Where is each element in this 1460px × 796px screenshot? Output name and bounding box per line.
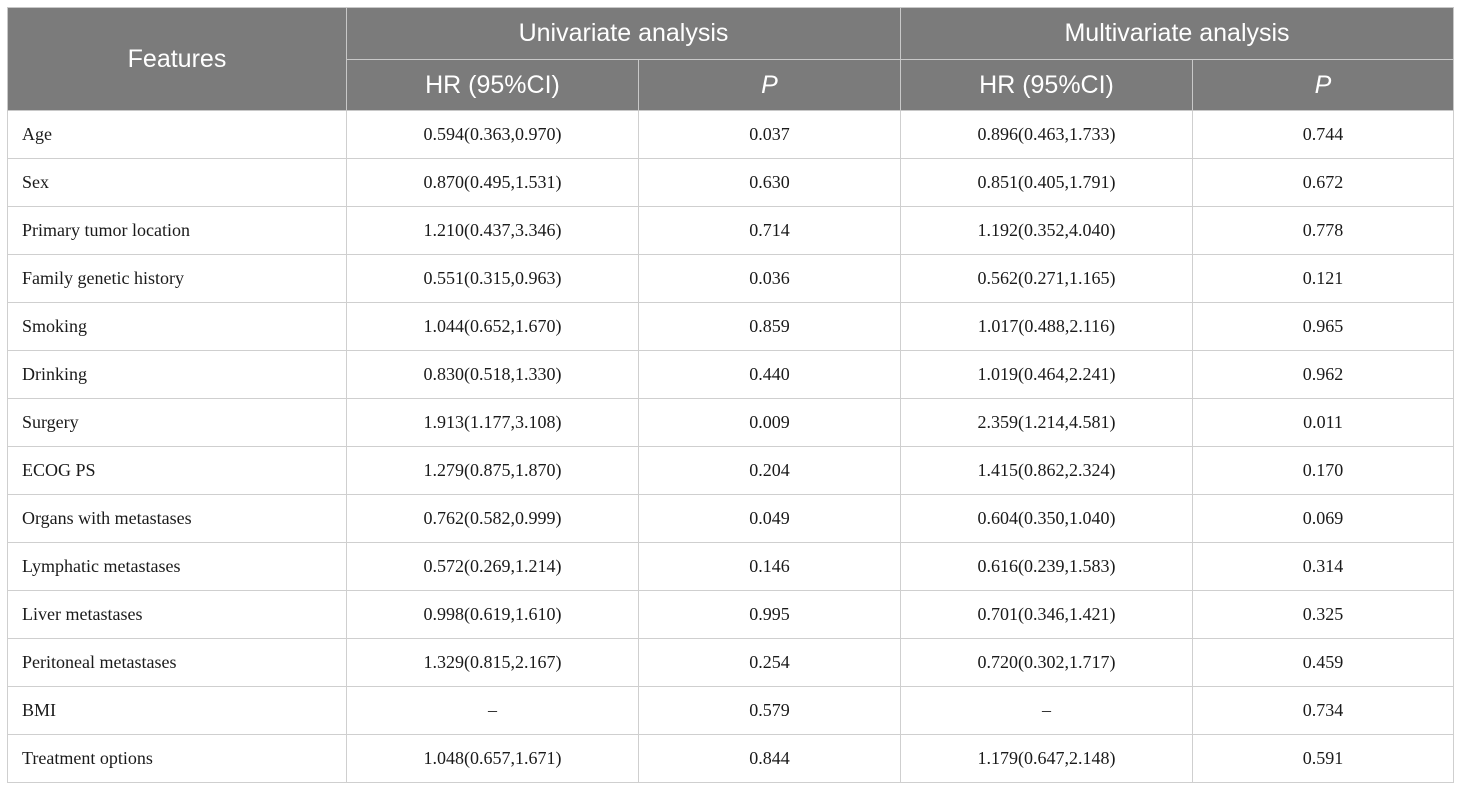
cell-feature: Drinking	[7, 350, 347, 399]
cell-univariate-hr: 0.870(0.495,1.531)	[346, 158, 639, 207]
cell-multivariate-p: 0.778	[1192, 206, 1455, 255]
cell-feature: Treatment options	[7, 734, 347, 783]
cell-univariate-p: 0.204	[637, 446, 902, 495]
cell-multivariate-p: 0.591	[1192, 734, 1455, 783]
cell-feature: Liver metastases	[7, 590, 347, 639]
cell-feature: Age	[7, 110, 347, 159]
table-row: Smoking 1.044(0.652,1.670) 0.859 1.017(0.48…	[7, 302, 1455, 351]
table-row: Surgery 1.913(1.177,3.108) 0.009 2.359(1.21…	[7, 398, 1455, 447]
cell-univariate-p: 0.049	[637, 494, 902, 543]
table-body: Age 0.594(0.363,0.970) 0.037 0.896(0.463,1.…	[7, 110, 1455, 783]
table-row: ECOG PS 1.279(0.875,1.870) 0.204 1.415(0.86…	[7, 446, 1455, 495]
cell-multivariate-p: 0.734	[1192, 686, 1455, 735]
header-univariate-hr: HR (95%CI)	[346, 59, 639, 111]
header-features: Features	[7, 7, 347, 111]
cell-univariate-p: 0.440	[637, 350, 902, 399]
cell-univariate-hr: –	[346, 686, 639, 735]
cell-multivariate-hr: 0.616(0.239,1.583)	[900, 542, 1194, 591]
cell-feature: Family genetic history	[7, 254, 347, 303]
cell-univariate-p: 0.037	[637, 110, 902, 159]
cell-univariate-p: 0.036	[637, 254, 902, 303]
cell-multivariate-hr: 0.851(0.405,1.791)	[900, 158, 1194, 207]
cell-univariate-hr: 1.210(0.437,3.346)	[346, 206, 639, 255]
cell-univariate-hr: 1.044(0.652,1.670)	[346, 302, 639, 351]
cell-univariate-p: 0.146	[637, 542, 902, 591]
cell-multivariate-p: 0.459	[1192, 638, 1455, 687]
cell-multivariate-p: 0.744	[1192, 110, 1455, 159]
cell-univariate-hr: 0.594(0.363,0.970)	[346, 110, 639, 159]
cell-univariate-hr: 0.830(0.518,1.330)	[346, 350, 639, 399]
cell-multivariate-hr: –	[900, 686, 1194, 735]
cell-multivariate-p: 0.325	[1192, 590, 1455, 639]
cell-multivariate-hr: 1.192(0.352,4.040)	[900, 206, 1194, 255]
cell-multivariate-p: 0.314	[1192, 542, 1455, 591]
cell-univariate-p: 0.995	[637, 590, 902, 639]
cell-univariate-p: 0.859	[637, 302, 902, 351]
table-row: Age 0.594(0.363,0.970) 0.037 0.896(0.463,1.…	[7, 110, 1455, 159]
cell-feature: BMI	[7, 686, 347, 735]
cell-multivariate-p: 0.069	[1192, 494, 1455, 543]
cell-multivariate-p: 0.121	[1192, 254, 1455, 303]
table-row: Liver metastases 0.998(0.619,1.610) 0.995 0…	[7, 590, 1455, 639]
cell-feature: Sex	[7, 158, 347, 207]
cell-univariate-p: 0.844	[637, 734, 902, 783]
cell-univariate-p: 0.714	[637, 206, 902, 255]
table-row: Treatment options 1.048(0.657,1.671) 0.844…	[7, 734, 1455, 783]
cell-multivariate-hr: 1.019(0.464,2.241)	[900, 350, 1194, 399]
cell-univariate-hr: 0.572(0.269,1.214)	[346, 542, 639, 591]
cell-feature: Organs with metastases	[7, 494, 347, 543]
cell-univariate-p: 0.009	[637, 398, 902, 447]
cell-feature: Peritoneal metastases	[7, 638, 347, 687]
table-container: Features Univariate analysis Multivariat…	[7, 7, 1455, 783]
table-row: Peritoneal metastases 1.329(0.815,2.167) 0…	[7, 638, 1455, 687]
cell-multivariate-p: 0.965	[1192, 302, 1455, 351]
table-row: Lymphatic metastases 0.572(0.269,1.214) 0.…	[7, 542, 1455, 591]
cell-univariate-hr: 1.279(0.875,1.870)	[346, 446, 639, 495]
cell-multivariate-p: 0.962	[1192, 350, 1455, 399]
header-univariate-p: P	[637, 59, 902, 111]
cell-multivariate-hr: 0.720(0.302,1.717)	[900, 638, 1194, 687]
cell-univariate-hr: 1.048(0.657,1.671)	[346, 734, 639, 783]
cell-univariate-hr: 1.913(1.177,3.108)	[346, 398, 639, 447]
table-row: Primary tumor location 1.210(0.437,3.346)…	[7, 206, 1455, 255]
cell-univariate-hr: 0.998(0.619,1.610)	[346, 590, 639, 639]
header-multivariate: Multivariate analysis	[900, 7, 1455, 60]
cell-multivariate-hr: 0.701(0.346,1.421)	[900, 590, 1194, 639]
cell-multivariate-p: 0.170	[1192, 446, 1455, 495]
cell-univariate-p: 0.630	[637, 158, 902, 207]
table-header: Features Univariate analysis Multivariat…	[7, 7, 1455, 111]
table-row: Organs with metastases 0.762(0.582,0.999)…	[7, 494, 1455, 543]
header-multivariate-hr: HR (95%CI)	[900, 59, 1194, 111]
cell-multivariate-hr: 0.604(0.350,1.040)	[900, 494, 1194, 543]
cell-multivariate-hr: 2.359(1.214,4.581)	[900, 398, 1194, 447]
cell-multivariate-p: 0.672	[1192, 158, 1455, 207]
cell-feature: Primary tumor location	[7, 206, 347, 255]
table-row: BMI –0.579–0.734	[7, 686, 1455, 735]
table-row: Drinking 0.830(0.518,1.330) 0.440 1.019(0.4…	[7, 350, 1455, 399]
cell-feature: Smoking	[7, 302, 347, 351]
table-row: Family genetic history 0.551(0.315,0.963)…	[7, 254, 1455, 303]
cell-univariate-p: 0.579	[637, 686, 902, 735]
cell-univariate-hr: 0.762(0.582,0.999)	[346, 494, 639, 543]
cell-multivariate-hr: 1.017(0.488,2.116)	[900, 302, 1194, 351]
cell-multivariate-hr: 0.562(0.271,1.165)	[900, 254, 1194, 303]
cell-multivariate-hr: 0.896(0.463,1.733)	[900, 110, 1194, 159]
cell-feature: Surgery	[7, 398, 347, 447]
cell-multivariate-p: 0.011	[1192, 398, 1455, 447]
header-multivariate-p: P	[1192, 59, 1455, 111]
cell-feature: ECOG PS	[7, 446, 347, 495]
cox-regression-table: Features Univariate analysis Multivariat…	[7, 7, 1455, 783]
cell-multivariate-hr: 1.415(0.862,2.324)	[900, 446, 1194, 495]
cell-univariate-hr: 1.329(0.815,2.167)	[346, 638, 639, 687]
cell-univariate-p: 0.254	[637, 638, 902, 687]
header-univariate: Univariate analysis	[345, 7, 902, 60]
cell-univariate-hr: 0.551(0.315,0.963)	[346, 254, 639, 303]
table-row: Sex 0.870(0.495,1.531) 0.630 0.851(0.405,1.…	[7, 158, 1455, 207]
cell-feature: Lymphatic metastases	[7, 542, 347, 591]
cell-multivariate-hr: 1.179(0.647,2.148)	[900, 734, 1194, 783]
